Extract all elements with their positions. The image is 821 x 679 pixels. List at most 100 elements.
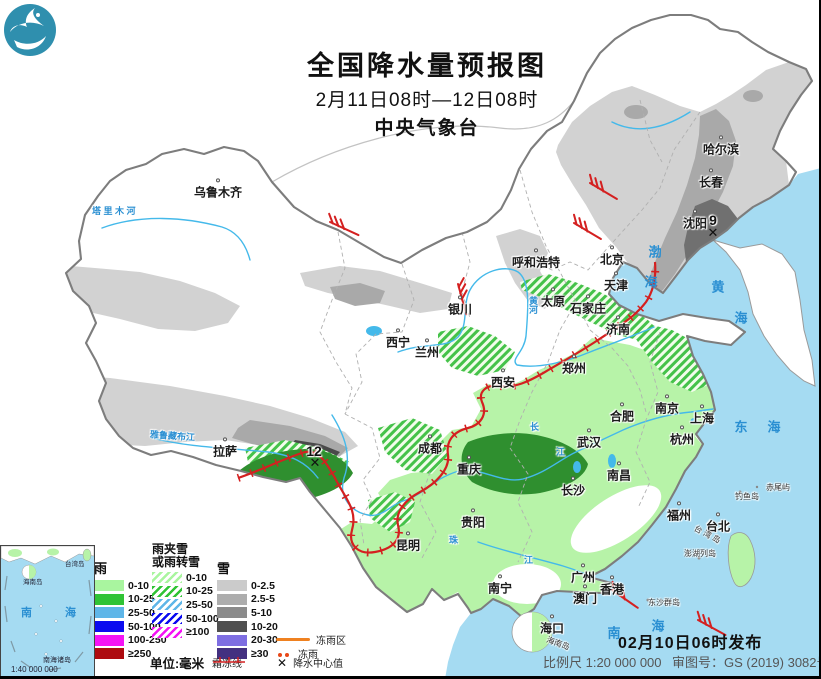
inset-scale: 1:40 000 000	[11, 665, 58, 674]
legend-row: 50-100	[152, 612, 219, 626]
sea-area	[445, 168, 821, 679]
legend-range-label: 0-10	[186, 571, 208, 584]
legend-row: ≥100	[152, 625, 219, 639]
legend-range-label: 50-100	[186, 612, 219, 625]
precip-center-x-marker: ✕	[707, 225, 719, 240]
legend-row: 5-10	[217, 606, 278, 620]
legend-range-label: 10-20	[251, 620, 278, 633]
river-label: 江	[556, 447, 566, 457]
taiwan-island	[727, 532, 756, 588]
legend-range-label: 10-25	[128, 593, 155, 606]
sea-label: 海	[651, 618, 665, 634]
province-borders	[319, 99, 701, 563]
river-label: 珠	[449, 535, 459, 545]
legend-sleet-column: 雨夹雪 或雨转雪 0-10 10-25 25-50 50-100 ≥100	[152, 543, 219, 639]
map-scale: 比例尺 1:20 000 000	[543, 655, 662, 670]
freezing-rain-area-line-icon	[276, 638, 310, 641]
legend-swatch	[94, 634, 124, 646]
legend-row: 25-50	[94, 606, 167, 620]
legend-snow-title: 雪	[217, 561, 231, 576]
legend-freezing-rain: 冻雨	[278, 644, 318, 662]
bottom-border	[0, 676, 821, 679]
legend-swatch	[94, 648, 124, 660]
freezing-rain-dots-icon	[278, 644, 292, 662]
legend-swatch	[152, 572, 182, 584]
legend-range-label: 25-50	[128, 606, 155, 619]
freezing-rain-area-label: 冻雨区	[316, 636, 346, 647]
legend-row: 10-25	[94, 593, 167, 607]
legend-row: 0-10	[152, 571, 219, 585]
legend-rain-title: 雨	[94, 561, 108, 576]
snow-area-south-xinjiang	[66, 264, 240, 331]
legend-range-label: ≥30	[251, 647, 269, 660]
legend-row: 2.5-5	[217, 593, 278, 607]
legend-swatch	[217, 593, 247, 605]
precip-center-label: 降水中心值	[293, 659, 344, 670]
sleet-area-shandong-jiangsu	[630, 322, 712, 392]
legend-swatch	[94, 580, 124, 592]
legend-range-label: 2.5-5	[251, 593, 275, 606]
yellow-river	[397, 268, 655, 367]
freezing-rain-label: 冻雨	[298, 649, 318, 661]
legend-swatch	[152, 626, 182, 638]
legend-range-label: ≥250	[128, 647, 152, 660]
island-label: 东沙群岛	[648, 598, 680, 607]
precip-center-value: 9	[709, 212, 717, 228]
sea-label: 黄	[711, 279, 725, 295]
page-title: 全国降水量预报图	[307, 51, 547, 81]
snow-patch-gansu	[330, 283, 385, 306]
dongsha-island-dot	[646, 598, 650, 602]
songhua-river	[611, 111, 691, 130]
qinghai-lake	[366, 326, 382, 336]
tarim-river	[101, 217, 251, 261]
legend-swatch	[217, 634, 247, 646]
sleet-area-shanxi-hebei	[520, 274, 660, 342]
tai-lake	[690, 418, 698, 424]
snow-patch	[743, 90, 763, 102]
legend-swatch	[152, 585, 182, 597]
legend-swatch	[152, 599, 182, 611]
inset-hainan-label: 海南岛	[23, 579, 43, 586]
sea-label: 海	[644, 274, 658, 290]
legend-range-label: 25-50	[186, 598, 213, 611]
rain-area-0-10	[401, 549, 423, 563]
yarlung-river	[151, 437, 319, 479]
sleet-area-yunnan	[368, 492, 415, 532]
legend-row: ≥30	[217, 647, 278, 661]
legend-sleet-title-1: 雨夹雪	[152, 542, 189, 556]
legend-rain-column: 雨 0-10 10-25 25-50 50-100 100-250 ≥250	[94, 558, 167, 661]
chiwei-island-dot	[755, 485, 759, 489]
sea-label: 海	[734, 310, 748, 326]
national-border	[64, 13, 814, 619]
precip-center-value: 12	[306, 443, 322, 459]
frost-line-label: 霜冻线	[212, 659, 242, 670]
foreign-border	[271, 100, 575, 183]
inset-map-graphic	[1, 546, 94, 671]
legend-precip-center: ✕ 降水中心值	[277, 655, 344, 671]
rain-area-10-25-central	[461, 433, 588, 495]
publish-time: 02月10日06时发布	[618, 635, 763, 652]
legend-range-label: 0-2.5	[251, 579, 275, 592]
legend-swatch	[217, 621, 247, 633]
river-label: 黄河	[528, 296, 538, 314]
legend-snow-column: 雪 0-2.5 2.5-5 5-10 10-20 20-30 ≥30	[217, 558, 278, 661]
legend-unit: 单位:毫米	[150, 657, 205, 671]
cma-logo	[4, 4, 56, 56]
legend-swatch	[152, 613, 182, 625]
legend-freezing-rain-area: 冻雨区	[276, 632, 346, 647]
legend-swatch	[217, 580, 247, 592]
legend-range-label: 5-10	[251, 606, 273, 619]
legend-frost-line: 霜冻线	[212, 655, 245, 670]
frost-line-icon	[213, 657, 245, 663]
legend-swatch	[217, 648, 247, 660]
dongting-lake	[573, 461, 581, 473]
precip-center-x-icon: ✕	[277, 655, 288, 670]
inset-sea-label: 南 海	[21, 607, 92, 619]
legend-row: 0-2.5	[217, 579, 278, 593]
sea-label: 海	[767, 419, 781, 435]
forecast-period: 2月11日08时—12日08时	[315, 90, 539, 111]
legend-row: 25-50	[152, 598, 219, 612]
legend-row: 10-20	[217, 620, 278, 634]
